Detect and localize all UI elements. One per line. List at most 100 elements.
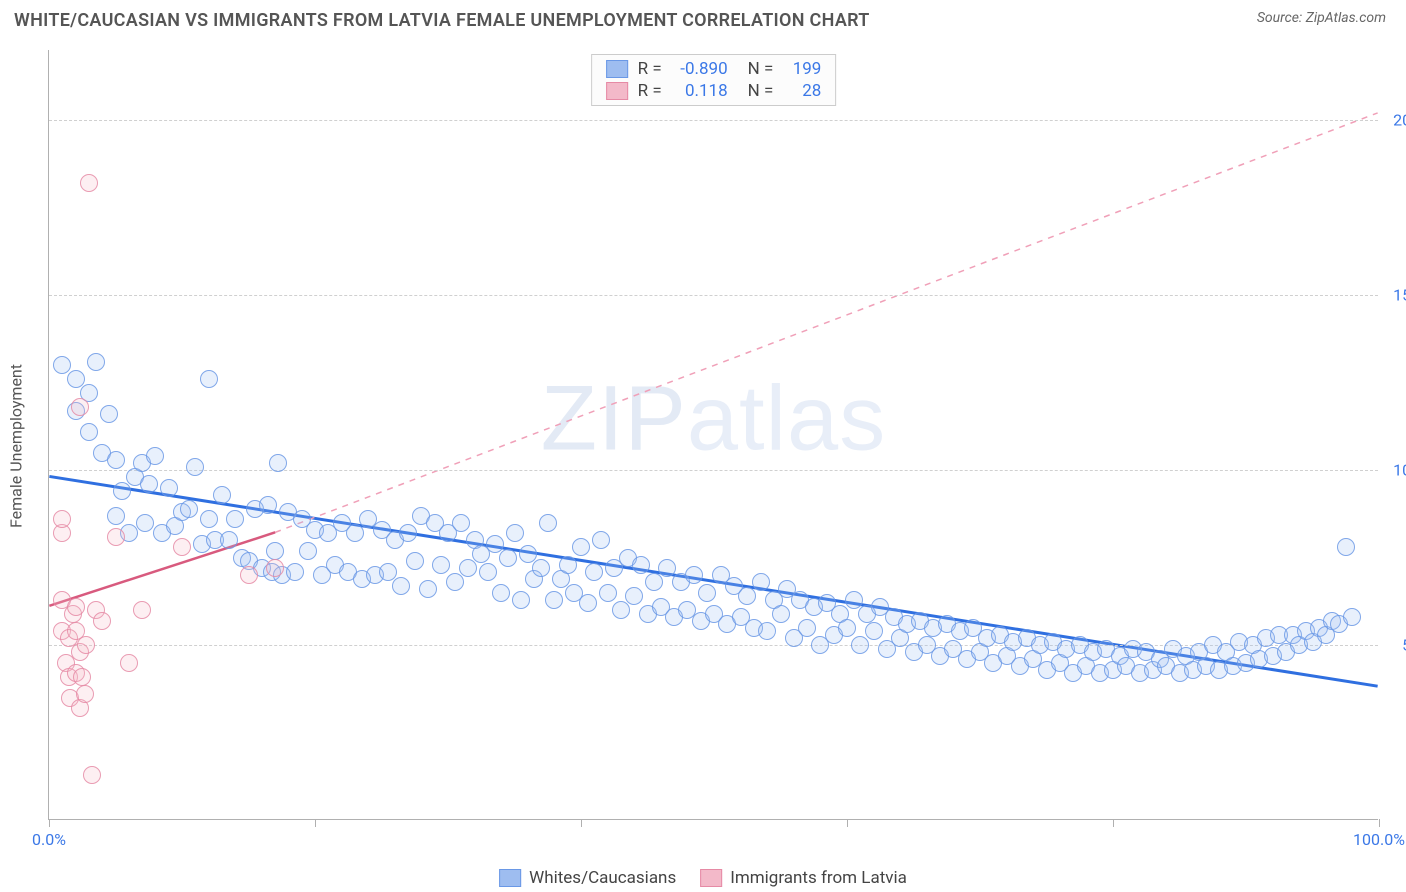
scatter-point-series2	[240, 566, 258, 584]
scatter-point-series1	[506, 524, 524, 542]
scatter-point-series1	[1337, 538, 1355, 556]
scatter-point-series1	[432, 556, 450, 574]
scatter-point-series1	[259, 496, 277, 514]
scatter-point-series1	[685, 566, 703, 584]
scatter-point-series1	[266, 542, 284, 560]
bottom-legend: Whites/Caucasians Immigrants from Latvia	[499, 868, 907, 888]
scatter-point-series2	[83, 766, 101, 784]
scatter-point-series1	[592, 531, 610, 549]
scatter-point-series2	[173, 538, 191, 556]
gridline-h	[49, 120, 1378, 121]
scatter-point-series1	[545, 591, 563, 609]
stat-label-n: N =	[748, 81, 774, 101]
watermark: ZIPatlas	[541, 367, 886, 472]
scatter-point-series1	[200, 510, 218, 528]
x-tick-label: 0.0%	[32, 830, 66, 849]
scatter-point-series1	[346, 524, 364, 542]
scatter-point-series2	[73, 668, 91, 686]
scatter-point-series1	[100, 405, 118, 423]
scatter-point-series1	[798, 619, 816, 637]
scatter-point-series1	[459, 559, 477, 577]
scatter-point-series1	[499, 549, 517, 567]
scatter-point-series1	[446, 573, 464, 591]
y-tick-label: 15.0%	[1393, 286, 1406, 305]
legend-label-series1: Whites/Caucasians	[529, 868, 676, 888]
scatter-point-series2	[133, 601, 151, 619]
scatter-point-series1	[772, 605, 790, 623]
scatter-point-series1	[200, 370, 218, 388]
scatter-point-series1	[392, 577, 410, 595]
scatter-point-series1	[146, 447, 164, 465]
scatter-point-series1	[87, 353, 105, 371]
stat-label-r: R =	[638, 81, 662, 101]
scatter-point-series1	[698, 584, 716, 602]
stat-r-series2: 0.118	[672, 81, 728, 101]
chart-plot-area: ZIPatlas R = -0.890 N = 199 R = 0.118 N …	[48, 50, 1378, 820]
x-tick-label: 100.0%	[1353, 830, 1405, 849]
scatter-point-series2	[266, 559, 284, 577]
swatch-series1	[606, 60, 628, 78]
regression-lines-layer	[49, 50, 1378, 819]
x-tick	[315, 819, 316, 827]
stats-row-series1: R = -0.890 N = 199	[606, 59, 822, 79]
x-tick	[49, 819, 50, 827]
scatter-point-series1	[107, 451, 125, 469]
scatter-point-series1	[160, 479, 178, 497]
scatter-point-series2	[67, 598, 85, 616]
source-attribution: Source: ZipAtlas.com	[1257, 10, 1386, 26]
scatter-point-series1	[599, 584, 617, 602]
scatter-point-series1	[286, 563, 304, 581]
scatter-point-series2	[107, 528, 125, 546]
scatter-point-series1	[645, 573, 663, 591]
correlation-stats-box: R = -0.890 N = 199 R = 0.118 N = 28	[591, 54, 837, 106]
scatter-point-series1	[419, 580, 437, 598]
chart-title: WHITE/CAUCASIAN VS IMMIGRANTS FROM LATVI…	[14, 10, 870, 31]
scatter-point-series1	[479, 563, 497, 581]
scatter-point-series1	[632, 556, 650, 574]
scatter-point-series1	[658, 559, 676, 577]
scatter-point-series2	[53, 510, 71, 528]
scatter-point-series1	[113, 482, 131, 500]
legend-item-series2: Immigrants from Latvia	[700, 868, 907, 888]
x-tick	[847, 819, 848, 827]
stats-row-series2: R = 0.118 N = 28	[606, 81, 822, 101]
header: WHITE/CAUCASIAN VS IMMIGRANTS FROM LATVI…	[0, 0, 1406, 37]
scatter-point-series1	[269, 454, 287, 472]
y-tick-label: 20.0%	[1393, 111, 1406, 130]
legend-swatch-series1	[499, 869, 521, 887]
scatter-point-series2	[71, 398, 89, 416]
scatter-point-series1	[399, 524, 417, 542]
scatter-point-series2	[77, 636, 95, 654]
scatter-point-series2	[80, 174, 98, 192]
scatter-point-series1	[226, 510, 244, 528]
gridline-h	[49, 295, 1378, 296]
swatch-series2	[606, 82, 628, 100]
scatter-point-series1	[1343, 608, 1361, 626]
scatter-point-series1	[512, 591, 530, 609]
scatter-point-series1	[406, 552, 424, 570]
scatter-point-series1	[140, 475, 158, 493]
scatter-point-series2	[93, 612, 111, 630]
scatter-point-series1	[107, 507, 125, 525]
stat-label-n: N =	[748, 59, 774, 79]
stat-r-series1: -0.890	[672, 59, 728, 79]
scatter-point-series1	[738, 587, 756, 605]
scatter-point-series1	[559, 556, 577, 574]
x-tick	[1113, 819, 1114, 827]
scatter-point-series1	[579, 594, 597, 612]
stat-label-r: R =	[638, 59, 662, 79]
x-tick	[581, 819, 582, 827]
watermark-thin: atlas	[687, 368, 886, 470]
scatter-point-series1	[612, 601, 630, 619]
y-tick-label: 10.0%	[1393, 461, 1406, 480]
scatter-point-series1	[838, 619, 856, 637]
scatter-point-series1	[752, 573, 770, 591]
scatter-point-series1	[758, 622, 776, 640]
stat-n-series2: 28	[783, 81, 821, 101]
x-tick	[1379, 819, 1380, 827]
scatter-point-series1	[136, 514, 154, 532]
legend-item-series1: Whites/Caucasians	[499, 868, 676, 888]
scatter-point-series1	[452, 514, 470, 532]
scatter-point-series1	[539, 514, 557, 532]
scatter-point-series1	[851, 636, 869, 654]
